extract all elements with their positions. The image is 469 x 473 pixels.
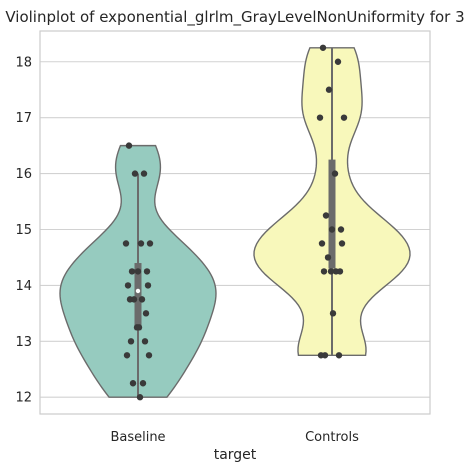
y-tick-label: 12	[15, 391, 32, 406]
data-point	[143, 268, 151, 275]
data-point	[319, 44, 327, 51]
data-point	[140, 170, 148, 177]
data-point	[336, 268, 344, 275]
data-point	[135, 324, 143, 331]
chart-title: Violinplot of exponential_glrlm_GrayLeve…	[5, 8, 464, 27]
data-point	[125, 142, 133, 149]
x-tick-label: Controls	[305, 430, 359, 445]
data-point	[322, 212, 330, 219]
data-point	[340, 114, 348, 121]
iqr-box-baseline	[134, 263, 142, 331]
x-axis-label: target	[214, 447, 257, 463]
data-point	[324, 254, 332, 261]
y-tick-label: 13	[15, 335, 32, 350]
data-point	[320, 268, 328, 275]
data-point	[124, 282, 132, 289]
data-point	[131, 170, 139, 177]
data-point	[142, 310, 150, 317]
data-point	[123, 352, 131, 359]
data-point	[141, 338, 149, 345]
data-point	[138, 296, 146, 303]
data-point	[126, 296, 134, 303]
data-point	[329, 310, 337, 317]
plot-frame	[39, 30, 431, 415]
y-tick-label: 15	[15, 223, 32, 238]
data-point	[136, 394, 144, 401]
data-point	[317, 352, 325, 359]
data-point	[331, 170, 339, 177]
data-point	[144, 282, 152, 289]
data-point	[145, 352, 153, 359]
data-point	[335, 352, 343, 359]
data-point	[134, 268, 142, 275]
data-point	[139, 380, 147, 387]
y-tick-label: 17	[15, 111, 32, 126]
data-points	[122, 44, 348, 401]
data-point	[338, 240, 346, 247]
data-point	[316, 114, 324, 121]
y-tick-label: 18	[15, 55, 32, 70]
iqr-box-controls	[328, 159, 336, 269]
x-tick-label: Baseline	[110, 430, 165, 445]
data-point	[318, 240, 326, 247]
inner-boxes	[134, 47, 336, 398]
violins	[59, 47, 411, 398]
data-point	[327, 268, 335, 275]
data-point	[128, 268, 136, 275]
data-point	[146, 240, 154, 247]
data-point	[325, 86, 333, 93]
x-tick-labels: Baseline Controls	[110, 430, 359, 445]
y-tick-labels: 12 13 14 15 16 17 18	[15, 55, 32, 405]
data-point	[122, 240, 130, 247]
data-point	[328, 226, 336, 233]
data-point	[137, 240, 145, 247]
data-point	[127, 338, 135, 345]
data-point	[337, 226, 345, 233]
median-baseline	[135, 288, 141, 294]
data-point	[334, 58, 342, 65]
y-tick-label: 16	[15, 167, 32, 182]
y-tick-label: 14	[15, 279, 32, 294]
data-point	[129, 380, 137, 387]
